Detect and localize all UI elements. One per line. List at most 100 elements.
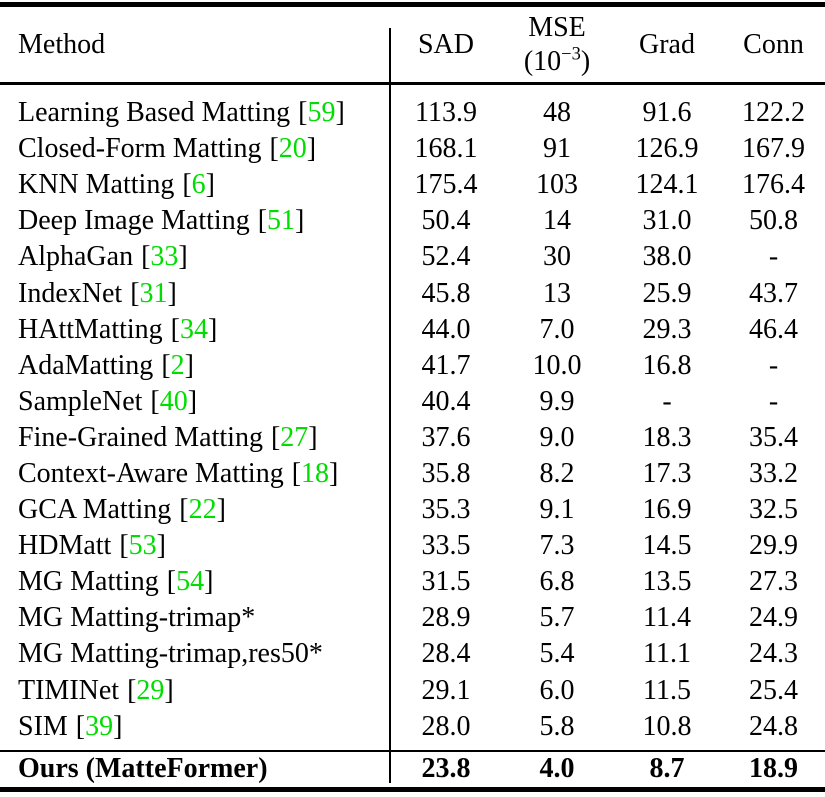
method-name: MG Matting-trimap,res50* [18, 638, 323, 670]
sad-value: 31.5 [421, 566, 471, 598]
mse-value: 10.0 [532, 349, 582, 381]
conn-value: 176.4 [742, 169, 805, 201]
citation-open-bracket: [ [291, 457, 302, 489]
conn-value: - [768, 241, 779, 273]
sad-value: 40.4 [421, 385, 471, 417]
header-mse-unit: (10−3) [523, 43, 591, 77]
table-row: Deep Image Matting [51] 50.4 14 31.0 50.8 [0, 203, 825, 239]
table-row: SIM [39] 28.0 5.8 10.8 24.8 [0, 709, 825, 745]
sad-value: 50.4 [421, 205, 471, 237]
mse-value: 7.0 [539, 313, 575, 345]
citation-number-link[interactable]: 54 [176, 566, 205, 598]
method-cell: Context-Aware Matting [18] [0, 458, 390, 490]
method-name: MG Matting-trimap* [18, 602, 256, 634]
citation-close-bracket: ] [113, 710, 123, 742]
method-cell: Ours (MatteFormer) [0, 753, 390, 785]
grad-value: 91.6 [642, 97, 692, 129]
mse-value: 6.0 [539, 674, 575, 706]
conn-value: 122.2 [742, 97, 805, 129]
citation-open-bracket: [ [127, 674, 137, 706]
mse-value: 5.7 [539, 602, 575, 634]
citation-number-link[interactable]: 33 [150, 241, 179, 273]
citation-number-link[interactable]: 18 [301, 457, 330, 489]
method-name: SampleNet [18, 385, 143, 417]
method-cell: TIMINet [29] [0, 675, 390, 707]
citation-open-bracket: [ [298, 97, 308, 129]
citation: [2] [161, 350, 194, 381]
column-divider-rule [389, 28, 391, 783]
sad-value: 29.1 [421, 674, 471, 706]
method-cell: AdaMatting [2] [0, 350, 390, 382]
header-sad: SAD [417, 28, 474, 60]
citation-close-bracket: ] [167, 277, 177, 309]
table-body: Learning Based Matting [59] 113.9 48 91.6… [0, 95, 825, 745]
method-cell: AlphaGan [33] [0, 241, 390, 273]
citation-number-link[interactable]: 34 [180, 313, 208, 345]
citation-number-link[interactable]: 59 [307, 97, 336, 129]
table-footer-row-slot: Ours (MatteFormer) 23.8 4.0 8.7 18.9 [0, 752, 825, 785]
citation: [59] [298, 97, 345, 128]
grad-value: 16.8 [642, 349, 692, 381]
citation-number-link[interactable]: 31 [139, 277, 168, 309]
citation-number-link[interactable]: 2 [170, 349, 185, 381]
method-name: Deep Image Matting [18, 205, 250, 237]
citation-open-bracket: [ [75, 710, 86, 742]
header-mse-label: MSE [528, 11, 586, 43]
method-cell: MG Matting [54] [0, 566, 390, 598]
sad-value: 35.3 [421, 494, 471, 526]
header-rule [0, 82, 825, 85]
method-name: HAttMatting [18, 313, 163, 345]
citation-number-link[interactable]: 22 [188, 494, 217, 526]
method-name: IndexNet [18, 277, 123, 309]
citation-number-link[interactable]: 40 [159, 385, 188, 417]
sad-value: 23.8 [421, 752, 471, 784]
grad-value: 124.1 [635, 169, 699, 201]
citation-open-bracket: [ [179, 494, 189, 526]
header-grad: Grad [639, 28, 695, 60]
grad-value: - [662, 385, 672, 417]
citation-number-link[interactable]: 39 [85, 710, 114, 742]
mse-value: 9.1 [539, 494, 575, 526]
mse-value: 91 [543, 133, 571, 165]
citation-number-link[interactable]: 6 [191, 169, 206, 201]
sad-value: 168.1 [414, 133, 478, 165]
method-cell: Deep Image Matting [51] [0, 205, 390, 237]
citation-close-bracket: ] [216, 494, 226, 526]
top-rule [0, 2, 825, 7]
method-name: Fine-Grained Matting [18, 421, 263, 453]
method-cell: HDMatt [53] [0, 530, 390, 562]
table-row: Ours (MatteFormer) 23.8 4.0 8.7 18.9 [0, 752, 825, 785]
grad-value: 29.3 [642, 313, 692, 345]
citation-number-link[interactable]: 53 [128, 530, 157, 562]
mse-value: 48 [543, 97, 571, 129]
table-row: GCA Matting [22] 35.3 9.1 16.9 32.5 [0, 492, 825, 528]
method-cell: Closed-Form Matting [20] [0, 133, 390, 165]
citation: [53] [119, 530, 166, 561]
conn-value: 32.5 [749, 494, 798, 526]
conn-value: 29.9 [749, 530, 798, 562]
citation-open-bracket: [ [161, 349, 171, 381]
method-name: HDMatt [18, 530, 112, 562]
table-row: TIMINet [29] 29.1 6.0 11.5 25.4 [0, 673, 825, 709]
footer-rule [0, 750, 825, 752]
citation-number-link[interactable]: 27 [280, 421, 309, 453]
citation-open-bracket: [ [119, 530, 129, 562]
citation-number-link[interactable]: 20 [278, 133, 307, 165]
method-cell: IndexNet [31] [0, 278, 390, 310]
conn-value: 24.3 [749, 638, 798, 670]
table-row: SampleNet [40] 40.4 9.9 - - [0, 384, 825, 420]
grad-value: 8.7 [649, 752, 685, 784]
citation-number-link[interactable]: 29 [136, 674, 165, 706]
citation-number-link[interactable]: 51 [267, 205, 296, 237]
sad-value: 35.8 [421, 457, 471, 489]
conn-value: - [768, 385, 779, 417]
grad-value: 18.3 [642, 421, 692, 453]
method-name: AdaMatting [18, 349, 154, 381]
method-cell: HAttMatting [34] [0, 314, 390, 346]
sad-value: 37.6 [421, 421, 471, 453]
citation-close-bracket: ] [329, 457, 339, 489]
header-mse-exponent: −3 [561, 43, 581, 64]
conn-value: 18.9 [749, 752, 798, 784]
sad-value: 28.9 [421, 602, 471, 634]
